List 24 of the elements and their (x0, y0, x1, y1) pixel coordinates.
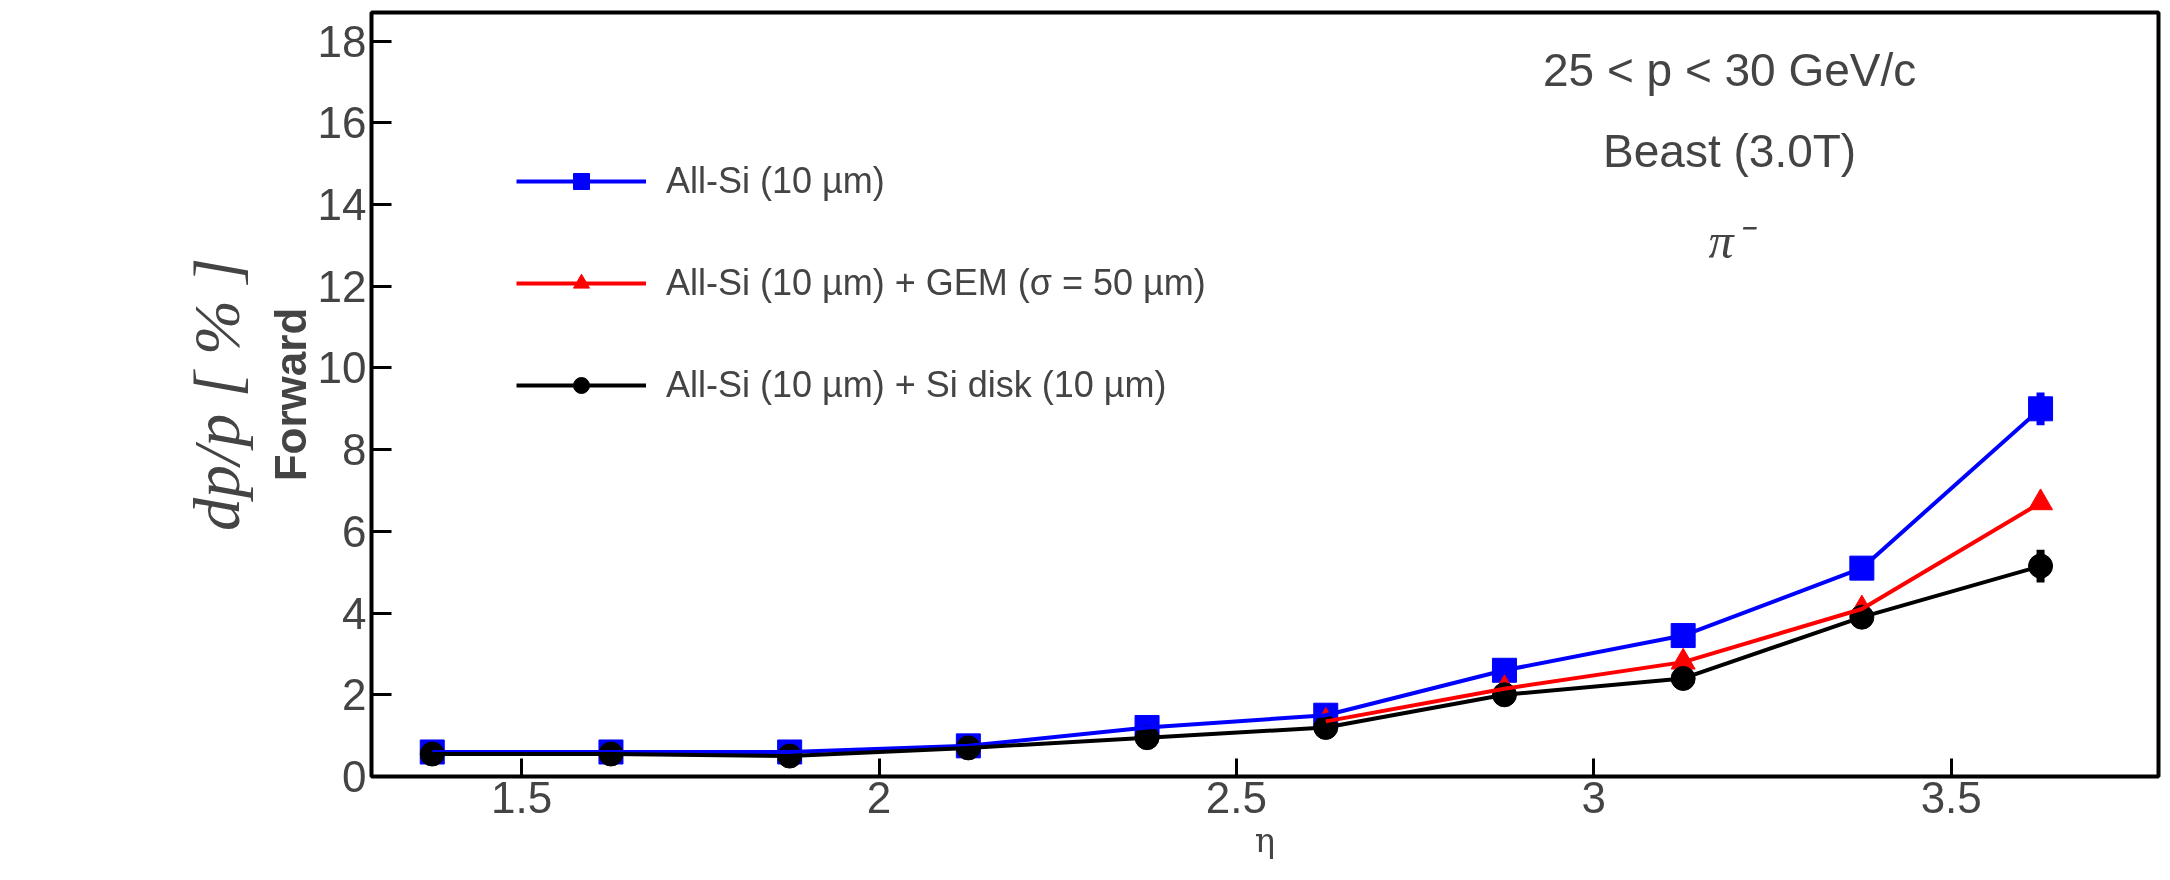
y-tick-label: 2 (342, 670, 367, 720)
legend-label: All-Si (10 µm) + GEM (σ = 50 µm) (666, 262, 1206, 304)
y-tick-label: 8 (342, 425, 367, 475)
y-tick-label: 4 (342, 588, 367, 638)
legend-label: All-Si (10 µm) + Si disk (10 µm) (666, 364, 1167, 406)
y-axis-title: dp/p [ % ] (179, 257, 253, 532)
annotation: π⁻ (1708, 213, 1757, 270)
y-tick-label: 6 (342, 506, 367, 556)
text: Forward (265, 307, 315, 482)
x-axis-title: η (1254, 819, 1276, 860)
y-tick-label: 0 (342, 752, 367, 801)
x-tick-label: 2.5 (1205, 772, 1267, 822)
annotation: Beast (3.0T) (1603, 125, 1857, 178)
x-tick-label: 2 (866, 772, 892, 822)
y-tick-label: 18 (317, 16, 367, 66)
annotation: 25 < p < 30 GeV/c (1542, 43, 1917, 96)
x-tick-label: 1.5 (491, 772, 553, 822)
x-tick-label: 3 (1581, 772, 1607, 822)
x-tick-label: 3.5 (1920, 772, 1982, 822)
y-tick-label: 10 (317, 343, 367, 393)
y-tick-label: 16 (317, 98, 367, 148)
y-tick-label: 14 (317, 180, 367, 230)
legend-label: All-Si (10 µm) (666, 160, 885, 202)
y-tick-label: 12 (317, 261, 367, 311)
